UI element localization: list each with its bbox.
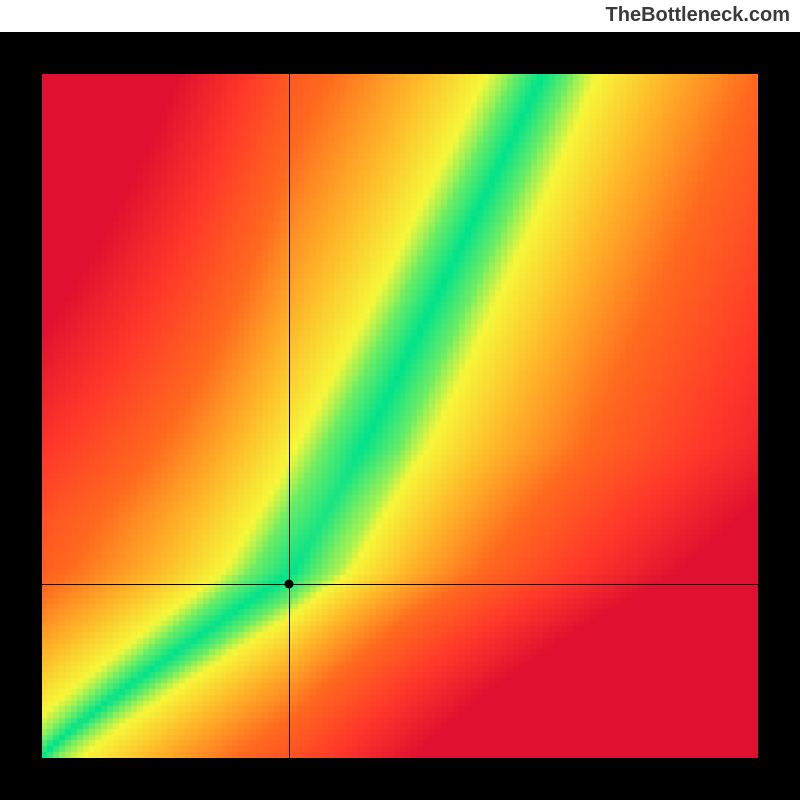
- heatmap-canvas: [42, 74, 758, 758]
- root: TheBottleneck.com: [0, 0, 800, 800]
- watermark-text: TheBottleneck.com: [606, 4, 790, 27]
- crosshair-marker: [285, 579, 294, 588]
- chart-frame: [0, 32, 800, 800]
- heatmap-plot: [42, 74, 758, 758]
